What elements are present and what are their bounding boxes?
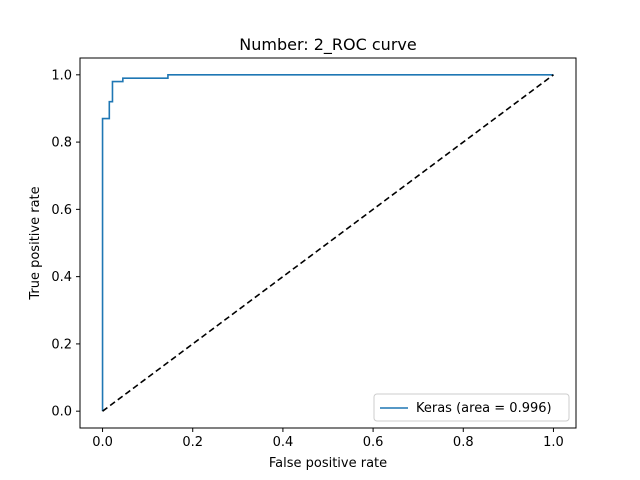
x-tick-label: 0.8 [453,435,474,450]
plot-frame [79,57,577,429]
legend-label-keras: Keras (area = 0.996) [416,401,552,416]
x-tick-label: 0.4 [273,435,294,450]
legend: Keras (area = 0.996) [373,393,570,422]
x-axis-label: False positive rate [269,456,387,471]
legend-box [373,393,570,422]
y-axis-ticks: 0.0 0.2 0.4 0.6 0.8 1.0 [51,68,80,420]
x-tick-label: 1.0 [543,435,564,450]
series-layer [101,74,554,412]
y-tick-label: 0.0 [51,405,72,420]
x-tick-label: 0.2 [182,435,203,450]
x-tick-label: 0.6 [363,435,384,450]
y-tick-label: 0.2 [51,337,72,352]
y-tick-label: 0.6 [51,203,72,218]
y-tick-label: 0.8 [51,136,72,151]
chart-title: Number: 2_ROC curve [239,35,416,55]
x-tick-label: 0.0 [92,435,113,450]
y-axis-label: True positive rate [28,186,43,300]
y-tick-label: 1.0 [51,68,72,83]
x-axis-ticks: 0.0 0.2 0.4 0.6 0.8 1.0 [92,428,564,450]
series-line-keras-roc [101,74,554,412]
y-tick-label: 0.4 [51,270,72,285]
series-line-chance-diagonal [102,74,554,412]
